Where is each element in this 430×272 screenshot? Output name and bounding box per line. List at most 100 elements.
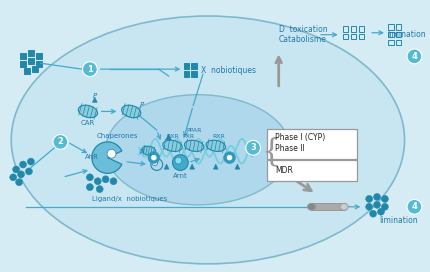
Bar: [359, 34, 364, 39]
Bar: [28, 58, 34, 64]
Text: CAR: CAR: [81, 120, 95, 126]
Text: 1: 1: [87, 65, 93, 74]
Text: 4: 4: [412, 52, 418, 61]
Bar: [24, 68, 30, 74]
Text: AhR: AhR: [85, 154, 99, 160]
Ellipse shape: [340, 203, 348, 210]
Text: 3: 3: [250, 143, 256, 152]
Circle shape: [25, 168, 32, 175]
FancyBboxPatch shape: [267, 160, 357, 181]
Text: RXR: RXR: [212, 134, 225, 138]
Polygon shape: [235, 164, 240, 169]
Circle shape: [224, 152, 236, 163]
FancyBboxPatch shape: [267, 129, 357, 159]
Circle shape: [172, 155, 188, 171]
Bar: [388, 24, 393, 30]
Text: limination: limination: [387, 30, 426, 39]
Circle shape: [366, 196, 373, 202]
Bar: [20, 53, 26, 59]
Circle shape: [407, 49, 422, 64]
Bar: [184, 71, 189, 77]
Bar: [191, 63, 197, 69]
Bar: [396, 40, 401, 45]
Ellipse shape: [307, 203, 316, 210]
Text: RXR: RXR: [166, 134, 179, 138]
Circle shape: [366, 203, 373, 210]
Text: P: P: [93, 93, 97, 99]
Ellipse shape: [122, 105, 141, 118]
Bar: [351, 26, 356, 32]
Circle shape: [83, 62, 97, 76]
Bar: [32, 66, 38, 72]
Text: Phase I (CYP): Phase I (CYP): [275, 134, 325, 143]
Bar: [396, 32, 401, 38]
Bar: [36, 61, 42, 67]
Circle shape: [175, 157, 182, 164]
Text: D  toxication: D toxication: [279, 25, 327, 34]
Circle shape: [107, 149, 116, 158]
Text: X  nobiotiques: X nobiotiques: [201, 66, 256, 75]
Bar: [388, 40, 393, 45]
Bar: [359, 26, 364, 32]
Text: {: {: [261, 136, 280, 167]
Polygon shape: [92, 97, 97, 102]
Bar: [396, 24, 401, 30]
Text: PPAR: PPAR: [187, 128, 202, 132]
Circle shape: [374, 193, 381, 200]
Text: 2: 2: [58, 137, 63, 146]
Text: P: P: [140, 101, 144, 107]
Ellipse shape: [163, 140, 182, 152]
Ellipse shape: [142, 146, 156, 155]
Bar: [28, 50, 34, 56]
Ellipse shape: [78, 105, 98, 118]
Circle shape: [13, 166, 20, 173]
Circle shape: [28, 158, 34, 165]
Polygon shape: [213, 164, 218, 169]
Bar: [343, 26, 348, 32]
Ellipse shape: [11, 16, 405, 264]
Circle shape: [20, 161, 27, 168]
Polygon shape: [190, 164, 194, 169]
Circle shape: [381, 203, 388, 210]
Bar: [388, 32, 393, 38]
Circle shape: [227, 155, 232, 160]
Circle shape: [94, 178, 101, 185]
Circle shape: [152, 160, 158, 165]
Circle shape: [18, 171, 25, 178]
Circle shape: [374, 201, 381, 208]
Text: PXR: PXR: [182, 134, 194, 138]
Circle shape: [102, 176, 109, 183]
Circle shape: [381, 196, 388, 202]
Bar: [36, 53, 42, 59]
Circle shape: [15, 179, 22, 186]
Text: p: p: [139, 148, 143, 154]
Ellipse shape: [106, 95, 291, 205]
Circle shape: [407, 199, 422, 214]
Circle shape: [378, 208, 384, 215]
Polygon shape: [164, 164, 169, 169]
Wedge shape: [92, 142, 122, 173]
Ellipse shape: [206, 140, 225, 152]
Bar: [310, 203, 345, 210]
Text: Ligand/x  nobiotiques: Ligand/x nobiotiques: [92, 196, 167, 202]
Text: 4: 4: [412, 202, 418, 211]
Bar: [184, 63, 189, 69]
Text: limination: limination: [379, 216, 418, 225]
Text: Phase II: Phase II: [275, 144, 304, 153]
Text: Catabolisme: Catabolisme: [279, 35, 326, 44]
Text: MDR: MDR: [275, 166, 293, 175]
Circle shape: [86, 174, 93, 181]
Bar: [191, 71, 197, 77]
Circle shape: [151, 155, 156, 160]
Ellipse shape: [184, 140, 204, 152]
Circle shape: [10, 174, 17, 181]
Bar: [20, 61, 26, 67]
Circle shape: [96, 186, 103, 193]
Polygon shape: [166, 134, 171, 140]
Circle shape: [148, 152, 160, 163]
Bar: [343, 34, 348, 39]
Text: Chaperones: Chaperones: [97, 133, 138, 139]
Circle shape: [246, 140, 261, 155]
Circle shape: [110, 178, 117, 185]
Text: Arnt: Arnt: [173, 173, 188, 179]
